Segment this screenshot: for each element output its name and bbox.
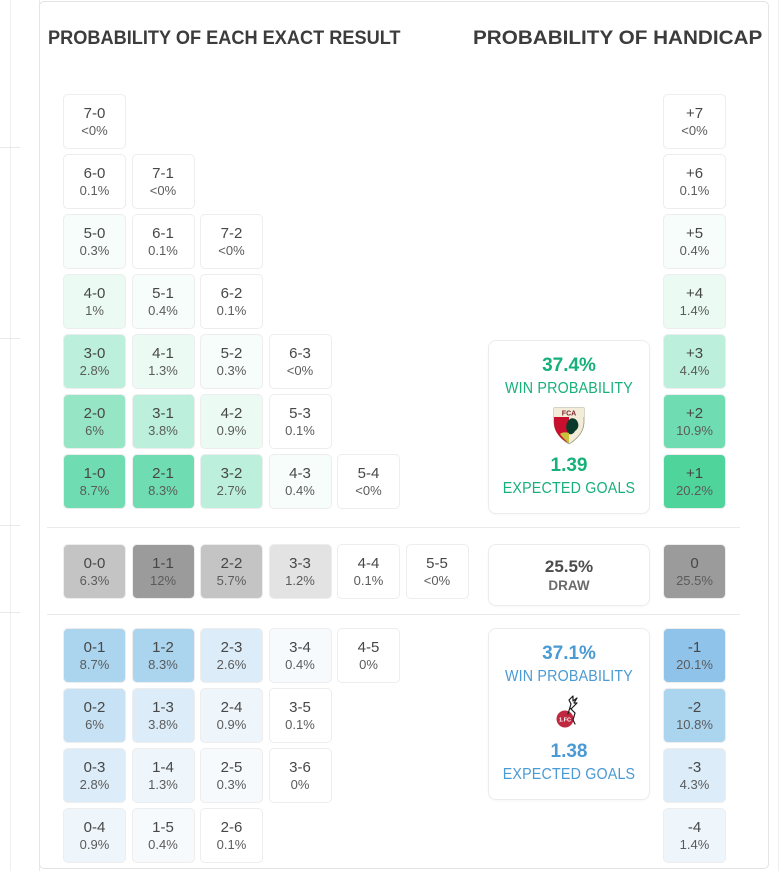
svg-text:1.FC: 1.FC [559, 718, 571, 724]
svg-text:FCA: FCA [562, 411, 576, 418]
